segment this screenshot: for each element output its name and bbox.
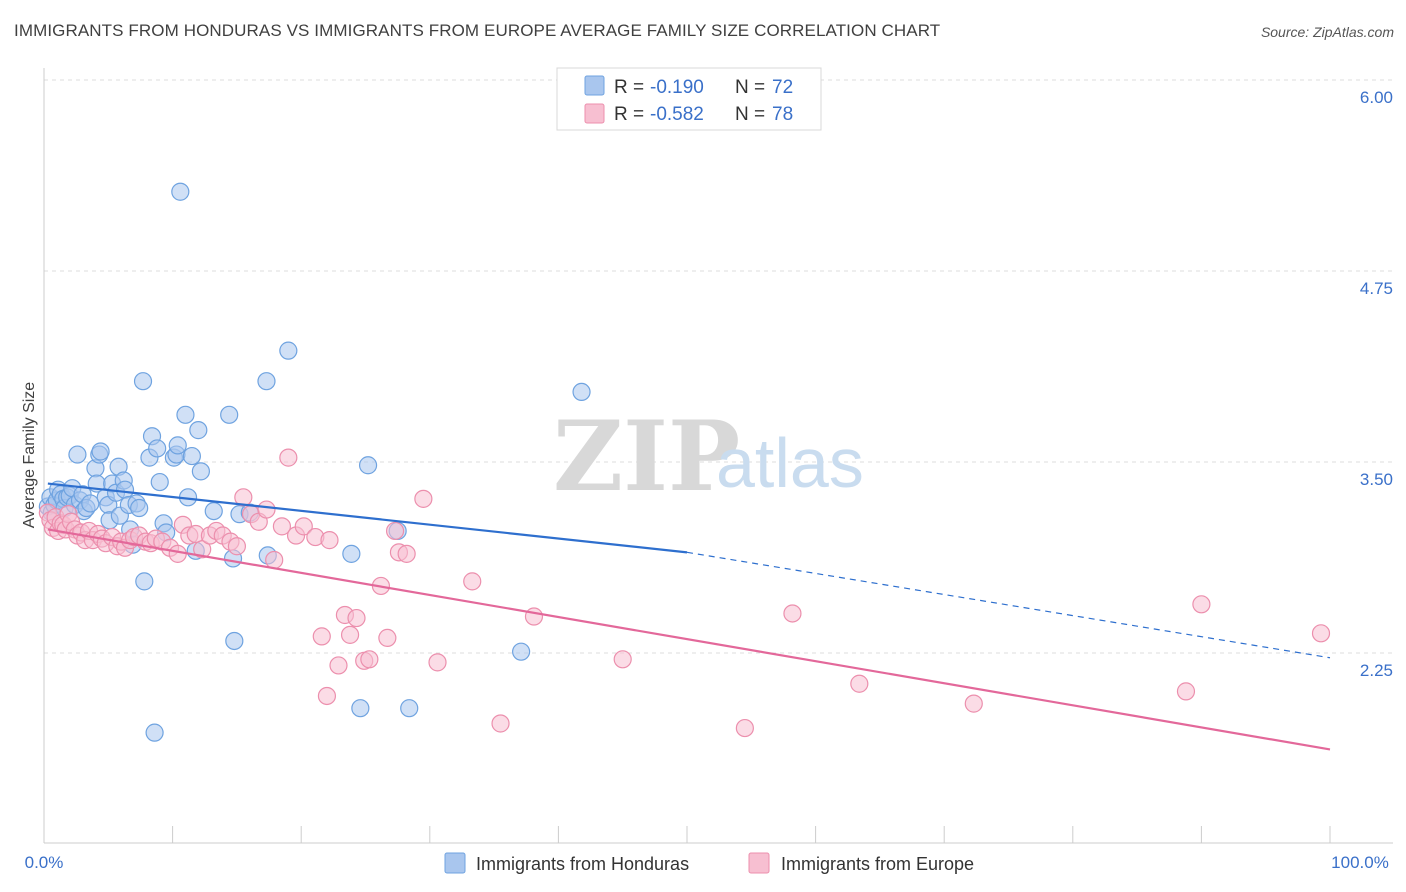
legend-r-value-europe: -0.582 [650, 104, 704, 125]
legend-n-label-honduras: N = [735, 77, 765, 98]
europe-point-76 [1311, 624, 1331, 643]
honduras-point-62 [257, 372, 276, 391]
honduras-point-22 [91, 442, 110, 461]
trend-line-honduras-extrapolated [686, 551, 1331, 659]
europe-point-56 [347, 608, 366, 628]
europe-point-35 [193, 540, 212, 559]
europe-point-49 [294, 517, 313, 536]
honduras-point-70 [512, 642, 531, 661]
chart-title: IMMIGRANTS FROM HONDURAS VS IMMIGRANTS F… [14, 21, 941, 40]
y-tick-label-3: 6.00 [1360, 88, 1393, 107]
honduras-point-59 [225, 631, 244, 651]
watermark: ZIP atlas [553, 400, 864, 513]
europe-point-67 [491, 714, 510, 733]
honduras-point-57 [220, 405, 239, 424]
europe-point-65 [428, 653, 447, 672]
legend-n-value-honduras: 72 [772, 77, 793, 98]
honduras-point-49 [171, 182, 190, 201]
honduras-point-13 [68, 445, 87, 464]
europe-point-61 [385, 521, 405, 541]
honduras-point-52 [182, 446, 201, 466]
legend-n-value-europe: 78 [772, 104, 793, 125]
trend-line-honduras [47, 482, 688, 554]
honduras-point-31 [115, 480, 135, 499]
europe-point-66 [463, 572, 482, 591]
honduras-point-50 [176, 405, 195, 424]
europe-point-41 [234, 488, 253, 507]
honduras-point-67 [358, 456, 378, 475]
legend-n-label-europe: N = [735, 104, 765, 125]
europe-point-64 [414, 489, 433, 508]
europe-point-74 [1176, 682, 1196, 701]
trend-lines [47, 482, 1331, 751]
series-legend: Immigrants from Honduras Immigrants from… [444, 852, 974, 874]
honduras-point-38 [135, 572, 154, 591]
europe-point-63 [397, 544, 416, 563]
honduras-point-41 [145, 723, 164, 742]
honduras-point-55 [191, 462, 210, 481]
europe-point-77 [317, 686, 337, 706]
y-tick-label-2: 4.75 [1360, 279, 1393, 298]
source-label: Source: ZipAtlas.com [1260, 24, 1394, 40]
europe-point-70 [735, 718, 754, 738]
correlation-legend: R = -0.190 N = 72 R = -0.582 N = 78 [556, 67, 822, 131]
legend-r-label-europe: R = [614, 104, 644, 125]
europe-point-71 [783, 604, 802, 623]
europe-point-45 [265, 550, 284, 570]
europe-point-55 [340, 625, 360, 644]
europe-point-69 [613, 650, 632, 669]
honduras-point-48 [168, 436, 187, 455]
watermark-zip: ZIP [553, 400, 740, 513]
honduras-point-18 [81, 494, 100, 513]
honduras-point-37 [133, 372, 153, 391]
honduras-point-64 [279, 341, 298, 360]
honduras-point-54 [189, 421, 208, 440]
bottom-legend-swatch-honduras [444, 852, 466, 874]
europe-point-73 [964, 694, 983, 713]
grid-lines [44, 79, 1393, 654]
europe-point-46 [272, 517, 292, 536]
europe-point-72 [850, 674, 869, 693]
bottom-legend-label-europe: Immigrants from Europe [781, 854, 974, 874]
x-tick-label-end: 100.0% [1331, 853, 1389, 872]
bottom-legend-swatch-europe [748, 852, 770, 874]
honduras-point-66 [351, 699, 370, 718]
honduras-point-71 [572, 382, 591, 402]
x-tick-label-start: 0.0% [25, 853, 64, 872]
watermark-atlas: atlas [716, 424, 864, 502]
europe-point-31 [168, 544, 187, 563]
x-axis-ticks [43, 826, 1331, 843]
europe-point-60 [378, 628, 397, 648]
series-honduras-points [38, 182, 591, 742]
honduras-point-65 [342, 544, 361, 563]
legend-r-label-honduras: R = [614, 77, 644, 98]
legend-r-value-honduras: -0.190 [650, 77, 704, 98]
legend-swatch-honduras [584, 75, 605, 96]
trend-line-europe [47, 528, 1331, 751]
europe-point-44 [257, 500, 276, 519]
honduras-point-43 [150, 472, 169, 492]
europe-point-75 [1192, 595, 1211, 614]
honduras-point-36 [130, 498, 149, 518]
bottom-legend-label-honduras: Immigrants from Honduras [476, 854, 689, 874]
europe-point-51 [312, 627, 331, 646]
y-tick-label-0: 2.25 [1360, 661, 1393, 680]
europe-point-52 [320, 531, 339, 550]
europe-point-40 [227, 537, 246, 556]
europe-point-68 [524, 607, 544, 626]
y-axis-title: Average Family Size [21, 382, 38, 529]
honduras-point-56 [204, 501, 223, 521]
europe-point-53 [329, 656, 348, 675]
y-tick-label-1: 3.50 [1360, 470, 1393, 489]
legend-swatch-europe [584, 103, 605, 124]
europe-point-47 [279, 448, 298, 467]
y-tick-labels: 2.25 3.50 4.75 6.00 [1360, 88, 1393, 680]
honduras-point-42 [148, 439, 167, 458]
europe-point-58 [360, 650, 379, 669]
honduras-point-69 [400, 699, 419, 718]
